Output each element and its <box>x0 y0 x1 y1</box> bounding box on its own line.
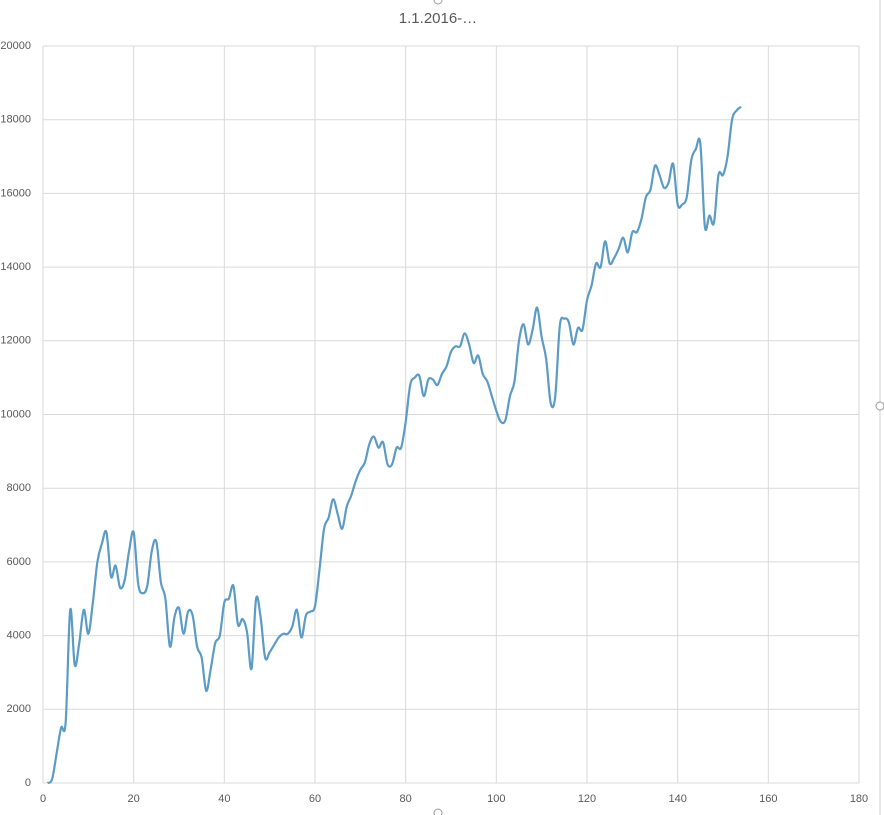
line-series <box>46 105 742 785</box>
y-tick-label: 2000 <box>7 703 31 715</box>
y-tick-label: 10000 <box>0 408 31 420</box>
x-tick-label: 80 <box>400 793 412 805</box>
x-tick-label: 160 <box>759 793 777 805</box>
x-tick-label: 140 <box>668 793 686 805</box>
x-tick-label: 0 <box>40 793 46 805</box>
y-tick-label: 4000 <box>7 630 31 642</box>
x-tick-label: 180 <box>850 793 868 805</box>
y-tick-label: 6000 <box>7 556 31 568</box>
x-tick-label: 60 <box>309 793 321 805</box>
handle <box>433 808 443 815</box>
y-tick-label: 18000 <box>0 114 31 126</box>
y-tick-label: 8000 <box>7 482 31 494</box>
y-tick-label: 0 <box>25 777 31 789</box>
handle <box>433 0 443 5</box>
y-tick-label: 14000 <box>0 261 31 273</box>
x-tick-label: 40 <box>218 793 230 805</box>
y-tick-label: 12000 <box>0 335 31 347</box>
x-tick-label: 20 <box>128 793 140 805</box>
chart-title: 1.1.2016-… <box>399 10 477 27</box>
y-tick-label: 20000 <box>0 40 31 52</box>
handle <box>875 401 884 411</box>
y-tick-label: 16000 <box>0 187 31 199</box>
x-tick-label: 100 <box>487 793 505 805</box>
x-tick-label: 120 <box>578 793 596 805</box>
